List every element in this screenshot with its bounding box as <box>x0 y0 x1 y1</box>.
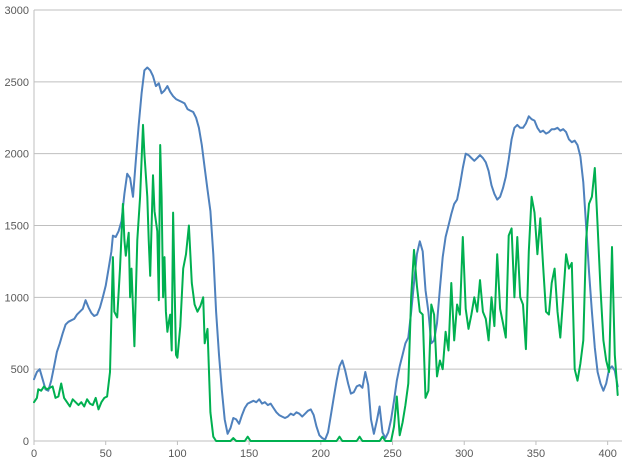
x-tick-label: 50 <box>100 448 112 460</box>
series-line-1 <box>33 66 619 441</box>
x-tick-label: 350 <box>527 448 545 460</box>
y-tick-label: 1500 <box>5 221 29 233</box>
x-tick-label: 400 <box>598 448 616 460</box>
gridlines <box>34 9 622 370</box>
y-tick-label: 500 <box>11 364 29 376</box>
x-tick-label: 150 <box>240 448 258 460</box>
series-line-2 <box>33 123 619 442</box>
y-tick-label: 3000 <box>5 5 29 17</box>
x-tick-label: 100 <box>168 448 186 460</box>
x-tick-label: 250 <box>383 448 401 460</box>
y-tick-label: 2500 <box>5 77 29 89</box>
y-tick-labels: 0 500 1000 1500 2000 2500 3000 <box>5 5 29 448</box>
x-tick-label: 0 <box>31 448 37 460</box>
y-tick-label: 2000 <box>5 149 29 161</box>
series-lines <box>33 66 619 442</box>
y-tick-label: 1000 <box>5 292 29 304</box>
x-tick-label: 300 <box>455 448 473 460</box>
x-tick-label: 200 <box>312 448 330 460</box>
x-tick-labels: 0 50 100 150 200 250 300 350 400 <box>31 448 617 460</box>
y-tick-label: 0 <box>23 436 29 448</box>
